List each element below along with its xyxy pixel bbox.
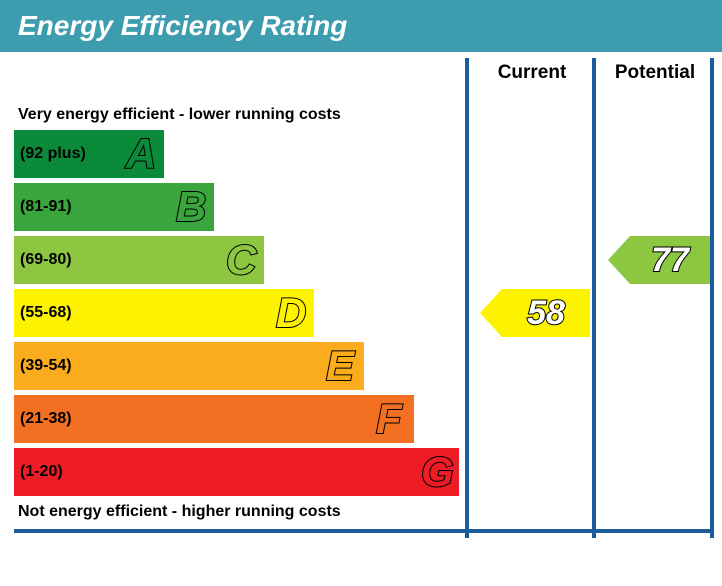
current-marker-arrow: [480, 289, 502, 337]
band-letter-d: D: [276, 289, 306, 337]
band-range-a: (92 plus): [20, 145, 86, 163]
potential-marker-value: 77: [651, 241, 689, 280]
band-range-e: (39-54): [20, 357, 72, 375]
top-description: Very energy efficient - lower running co…: [18, 106, 341, 124]
current-marker-value: 58: [527, 294, 565, 333]
divider-2: [592, 58, 596, 538]
current-marker: 58: [480, 289, 590, 337]
bottom-description: Not energy efficient - higher running co…: [18, 503, 341, 521]
current-header: Current: [472, 62, 592, 84]
band-e: (39-54) E: [14, 342, 364, 390]
current-marker-body: 58: [502, 289, 590, 337]
bands-area: (92 plus) A (81-91) B (69-80) C (55-68) D (39-54…: [14, 130, 459, 501]
band-letter-c: C: [226, 236, 256, 284]
band-b: (81-91) B: [14, 183, 214, 231]
divider-1: [465, 58, 469, 538]
epc-chart: Energy Efficiency Rating Current Potenti…: [0, 0, 722, 586]
band-letter-e: E: [326, 342, 354, 390]
band-range-b: (81-91): [20, 198, 72, 216]
band-letter-g: G: [421, 448, 454, 496]
band-letter-b: B: [176, 183, 206, 231]
band-letter-f: F: [376, 395, 402, 443]
potential-header: Potential: [600, 62, 710, 84]
title-bar: Energy Efficiency Rating: [0, 0, 722, 52]
potential-marker-arrow: [608, 236, 630, 284]
band-letter-a: A: [126, 130, 156, 178]
potential-marker: 77: [608, 236, 710, 284]
title-text: Energy Efficiency Rating: [18, 10, 347, 42]
potential-marker-body: 77: [630, 236, 710, 284]
band-range-d: (55-68): [20, 304, 72, 322]
band-c: (69-80) C: [14, 236, 264, 284]
band-f: (21-38) F: [14, 395, 414, 443]
band-d: (55-68) D: [14, 289, 314, 337]
band-a: (92 plus) A: [14, 130, 164, 178]
band-range-f: (21-38): [20, 410, 72, 428]
main-area: Current Potential Very energy efficient …: [0, 100, 722, 533]
band-range-g: (1-20): [20, 463, 63, 481]
band-g: (1-20) G: [14, 448, 459, 496]
band-range-c: (69-80): [20, 251, 72, 269]
divider-3: [710, 58, 714, 538]
bottom-line: [14, 529, 714, 533]
